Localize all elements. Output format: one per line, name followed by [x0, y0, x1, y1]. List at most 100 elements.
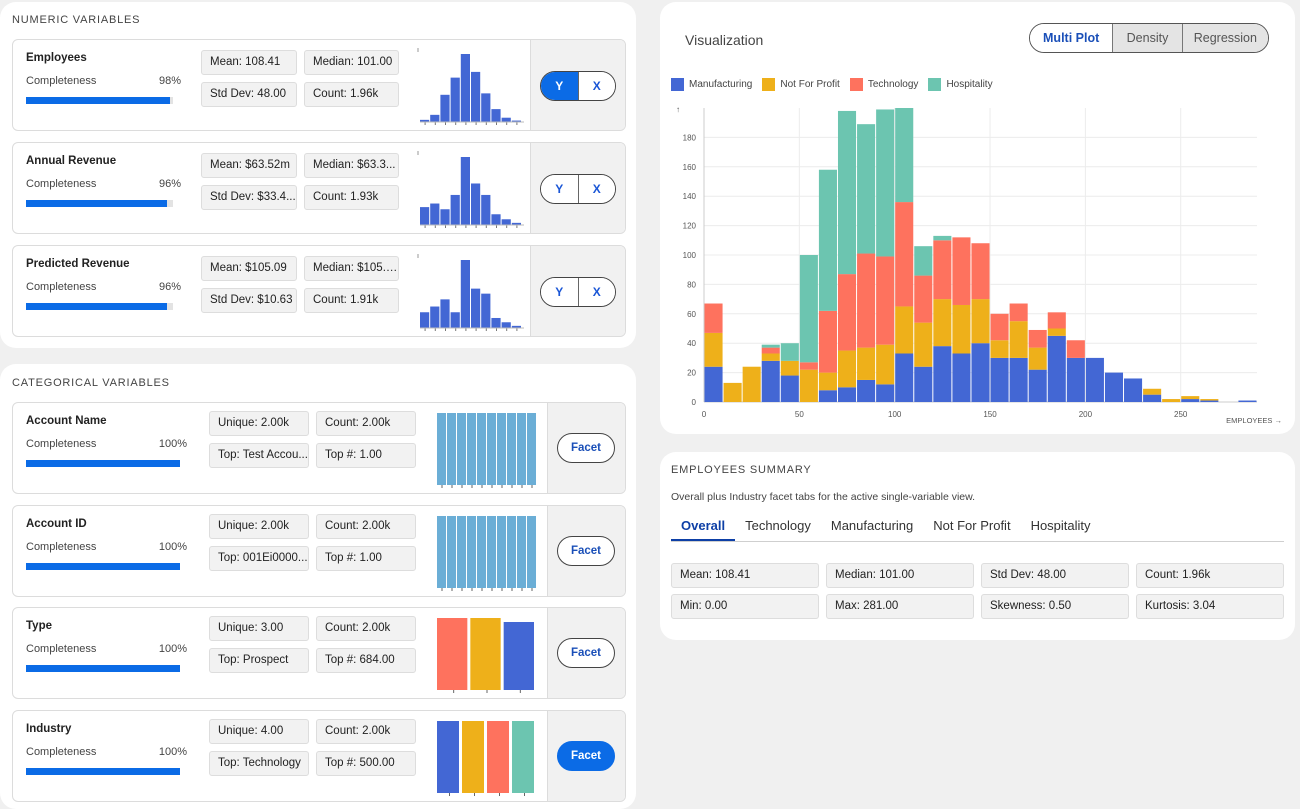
histogram-bar-segment: [990, 357, 1009, 402]
histogram-bar-segment: [876, 344, 895, 385]
mini-category-bar: [437, 618, 468, 690]
mini-category-chart: [437, 618, 534, 693]
y-tick-label: 60: [687, 310, 696, 319]
stat-top: Top: 001Ei0000...: [209, 546, 309, 571]
mini-hist-bar: [450, 77, 460, 122]
facet-area: Facet: [547, 403, 625, 493]
mini-hist-bar: [501, 117, 511, 122]
completeness-percent: 100%: [158, 746, 187, 758]
mini-hist-bar: [511, 222, 521, 225]
facet-button[interactable]: Facet: [557, 433, 615, 463]
histogram-bar-segment: [933, 235, 952, 241]
completeness-bar: [26, 460, 180, 467]
summary-tab-technology[interactable]: Technology: [745, 518, 811, 533]
mini-category-bar: [487, 721, 509, 793]
legend-item: Not For Profit: [762, 78, 840, 91]
histogram-bar-segment: [895, 353, 914, 402]
summary-tab-hospitality[interactable]: Hospitality: [1030, 518, 1091, 533]
x-axis-button[interactable]: X: [577, 72, 615, 100]
mini-hist-bar: [440, 299, 450, 328]
mini-hist-bar: [511, 120, 521, 122]
completeness-label: Completeness: [26, 75, 97, 87]
legend-label: Manufacturing: [689, 79, 753, 90]
completeness-bar-fill: [26, 200, 168, 207]
stat-count: Count: 2.00k: [316, 411, 416, 436]
histogram-bar-segment: [876, 109, 895, 257]
mode-regression-button[interactable]: Regression: [1181, 24, 1268, 52]
mode-density-button[interactable]: Density: [1112, 24, 1182, 52]
stat-count: Count: 1.96k: [304, 82, 399, 107]
legend-label: Hospitality: [946, 79, 993, 90]
completeness-label: Completeness: [26, 438, 97, 450]
stat-mean: Mean: 108.41: [201, 50, 297, 75]
stat-std-dev: Std Dev: $10.63: [201, 288, 297, 313]
chart-legend: Manufacturing Not For Profit Technology Hos…: [671, 78, 993, 91]
mini-hist-bar: [460, 157, 470, 225]
summary-tabs: Overall Technology Manufacturing Not For Pr…: [671, 516, 1101, 542]
summary-stat-min: Min: 0.00: [671, 594, 819, 619]
categorical-variable-card: Industry Completeness 100% Unique: 4.00 Coun…: [12, 710, 626, 802]
mini-category-bar: [497, 413, 506, 485]
histogram-bar-segment: [704, 366, 723, 402]
histogram-bar-segment: [1124, 378, 1143, 402]
stat-unique: Unique: 3.00: [209, 616, 309, 641]
mini-category-bar: [457, 413, 466, 485]
stat-top: Top: Technology: [209, 751, 309, 776]
completeness-bar-fill: [26, 563, 180, 570]
legend-swatch: [671, 78, 684, 91]
histogram-bar-segment: [837, 350, 857, 388]
visualization-title: Visualization: [685, 32, 764, 48]
x-axis-button[interactable]: X: [577, 278, 615, 306]
y-axis-button[interactable]: Y: [541, 278, 578, 306]
completeness-bar: [26, 563, 180, 570]
histogram-bar-segment: [818, 372, 837, 391]
facet-button[interactable]: Facet: [557, 536, 615, 566]
histogram-bar-segment: [990, 340, 1009, 358]
x-axis-label: EMPLOYEES →: [1226, 416, 1282, 425]
mini-hist-bar: [511, 325, 521, 328]
stat-count: Count: 2.00k: [316, 514, 416, 539]
stat-top-count: Top #: 500.00: [316, 751, 416, 776]
stat-count: Count: 2.00k: [316, 719, 416, 744]
completeness-bar-fill: [26, 768, 180, 775]
summary-tab-manufacturing[interactable]: Manufacturing: [830, 518, 914, 533]
mini-category-bar: [487, 413, 496, 485]
histogram-bar-segment: [952, 353, 971, 402]
summary-tab-overall[interactable]: Overall: [671, 516, 736, 542]
y-tick-label: 100: [683, 251, 697, 260]
mini-hist-bar: [420, 119, 430, 122]
y-axis-button[interactable]: Y: [541, 72, 578, 100]
mini-category-bar: [462, 721, 484, 793]
y-axis-button[interactable]: Y: [541, 175, 578, 203]
stat-unique: Unique: 2.00k: [209, 514, 309, 539]
variable-name: Industry: [26, 723, 72, 735]
summary-tab-not-for-profit[interactable]: Not For Profit: [933, 518, 1011, 533]
completeness-label: Completeness: [26, 281, 97, 293]
mini-category-chart: [437, 516, 536, 591]
mini-histogram: [417, 48, 524, 125]
histogram-bar-segment: [990, 313, 1009, 341]
histogram-bar-segment: [857, 379, 876, 402]
stat-count: Count: 1.93k: [304, 185, 399, 210]
x-tick-label: 50: [795, 410, 804, 419]
stat-top: Top: Prospect: [209, 648, 309, 673]
x-axis-button[interactable]: X: [577, 175, 615, 203]
mini-category-bar: [517, 516, 526, 588]
mini-hist-bar: [491, 214, 501, 225]
histogram-bar-segment: [799, 369, 818, 402]
histogram-bar-segment: [1028, 329, 1047, 348]
summary-title: EMPLOYEES SUMMARY: [671, 464, 812, 476]
legend-label: Technology: [867, 79, 919, 90]
stat-std-dev: Std Dev: $33.4...: [201, 185, 297, 210]
stat-mean: Mean: $63.52m: [201, 153, 297, 178]
completeness-bar-fill: [26, 460, 180, 467]
facet-button[interactable]: Facet: [557, 741, 615, 771]
histogram-bar-segment: [1143, 388, 1162, 395]
mini-hist-bar: [471, 71, 481, 122]
histogram-bar-segment: [1162, 399, 1181, 402]
mode-multi-plot-button[interactable]: Multi Plot: [1030, 24, 1113, 52]
facet-button[interactable]: Facet: [557, 638, 615, 668]
histogram-bar-segment: [1181, 396, 1200, 400]
stat-top: Top: Test Accou...: [209, 443, 309, 468]
numeric-variable-card: Annual Revenue Completeness 96% Mean: $63.5…: [12, 142, 626, 234]
